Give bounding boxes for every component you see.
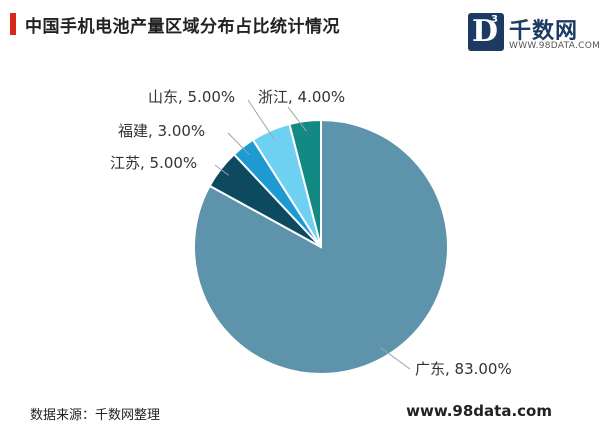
leader-line-zhejiang <box>287 106 307 132</box>
pie-slice-zhejiang <box>288 118 322 248</box>
data-label-guangdong: 广东, 83.00% <box>415 360 512 378</box>
logo-mark-icon: D 3 <box>468 13 504 51</box>
leader-line-jiangsu <box>214 164 229 176</box>
brand-logo: D 3 千数网 WWW.98DATA.COM <box>468 13 600 53</box>
data-label-jiangsu: 江苏, 5.00% <box>110 154 197 172</box>
chart-title: 中国手机电池产量区域分布占比统计情况 <box>25 17 340 37</box>
logo-mark-letter: D <box>472 14 499 49</box>
leader-line-shandong <box>247 99 276 141</box>
leader-line-guangdong <box>380 347 411 370</box>
logo-mark-superscript: 3 <box>491 14 498 25</box>
title-accent-bar <box>10 13 16 35</box>
data-source: 数据来源：千数网整理 <box>30 408 161 423</box>
logo-name: 千数网 <box>509 19 579 44</box>
data-label-fujian: 福建, 3.00% <box>118 122 205 140</box>
leader-line-fujian <box>227 132 250 156</box>
data-label-shandong: 山东, 5.00% <box>148 88 235 106</box>
logo-url: WWW.98DATA.COM <box>509 41 600 51</box>
site-url: www.98data.com <box>406 402 552 420</box>
data-label-zhejiang: 浙江, 4.00% <box>258 88 345 106</box>
